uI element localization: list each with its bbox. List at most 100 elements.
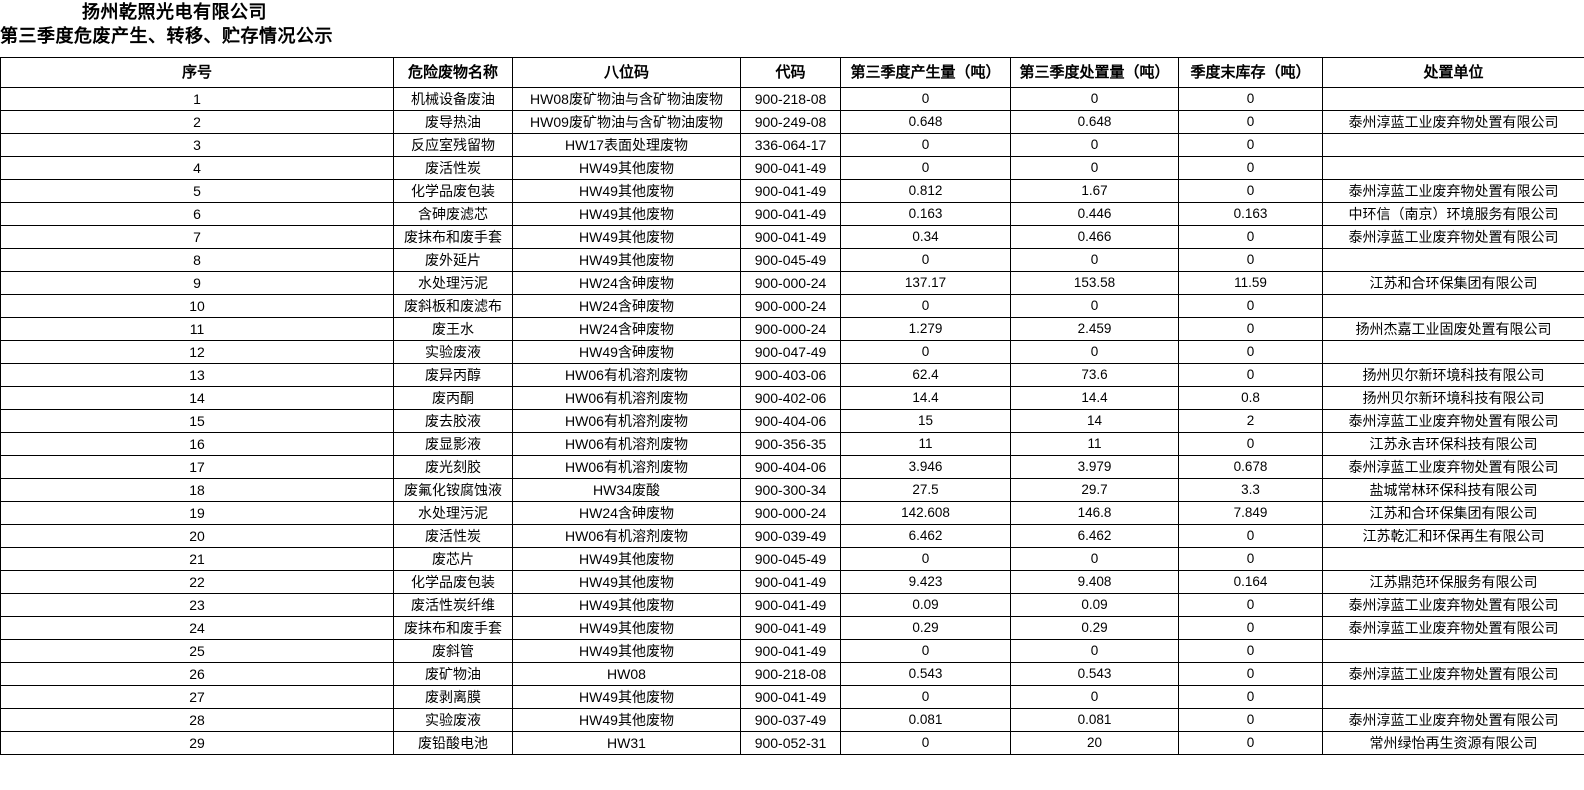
cell-q3-disposed: 0.446 [1010, 202, 1179, 226]
cell-waste-name: 废活性炭 [393, 156, 513, 180]
cell-q3-generated: 0 [840, 731, 1011, 755]
cell-eight-digit-code: HW34废酸 [512, 478, 741, 502]
cell-waste-name: 反应室残留物 [393, 133, 513, 157]
cell-code: 900-041-49 [740, 639, 841, 663]
cell-disposal-unit [1322, 639, 1584, 663]
cell-q3-generated: 1.279 [840, 317, 1011, 341]
column-header-end-inventory: 季度末库存（吨） [1178, 57, 1323, 88]
cell-waste-name: 废外延片 [393, 248, 513, 272]
cell-eight-digit-code: HW08 [512, 662, 741, 686]
cell-code: 900-041-49 [740, 202, 841, 226]
cell-q3-generated: 0.648 [840, 110, 1011, 134]
table-row: 9 水处理污泥 HW24含砷废物 900-000-24 137.17 153.58 11.5… [0, 271, 1584, 295]
cell-index: 26 [0, 662, 394, 686]
cell-disposal-unit [1322, 685, 1584, 709]
cell-q3-disposed: 0 [1010, 685, 1179, 709]
cell-q3-disposed: 73.6 [1010, 363, 1179, 387]
cell-q3-generated: 0 [840, 248, 1011, 272]
cell-disposal-unit [1322, 294, 1584, 318]
cell-index: 25 [0, 639, 394, 663]
cell-eight-digit-code: HW49其他废物 [512, 547, 741, 571]
cell-end-inventory: 0 [1178, 87, 1323, 111]
cell-disposal-unit: 泰州淳蓝工业废弃物处置有限公司 [1322, 616, 1584, 640]
cell-waste-name: 废活性炭纤维 [393, 593, 513, 617]
cell-q3-generated: 0 [840, 547, 1011, 571]
table-row: 23 废活性炭纤维 HW49其他废物 900-041-49 0.09 0.09 0 泰州淳蓝工… [0, 593, 1584, 617]
cell-code: 900-403-06 [740, 363, 841, 387]
column-header-index: 序号 [0, 57, 394, 88]
cell-q3-disposed: 153.58 [1010, 271, 1179, 295]
cell-end-inventory: 0.163 [1178, 202, 1323, 226]
cell-q3-disposed: 0.09 [1010, 593, 1179, 617]
cell-q3-disposed: 0 [1010, 87, 1179, 111]
cell-waste-name: 实验废液 [393, 708, 513, 732]
cell-eight-digit-code: HW24含砷废物 [512, 294, 741, 318]
table-row: 5 化学品废包装 HW49其他废物 900-041-49 0.812 1.67 0 泰州淳蓝工… [0, 179, 1584, 203]
table-row: 17 废光刻胶 HW06有机溶剂废物 900-404-06 3.946 3.979 0.67… [0, 455, 1584, 479]
cell-index: 5 [0, 179, 394, 203]
cell-code: 900-000-24 [740, 317, 841, 341]
table-row: 4 废活性炭 HW49其他废物 900-041-49 0 0 0 [0, 156, 1584, 180]
cell-index: 13 [0, 363, 394, 387]
cell-disposal-unit: 扬州贝尔新环境科技有限公司 [1322, 363, 1584, 387]
cell-q3-generated: 62.4 [840, 363, 1011, 387]
cell-code: 900-000-24 [740, 271, 841, 295]
cell-eight-digit-code: HW08废矿物油与含矿物油废物 [512, 87, 741, 111]
cell-eight-digit-code: HW49其他废物 [512, 248, 741, 272]
cell-waste-name: 废芯片 [393, 547, 513, 571]
cell-code: 900-045-49 [740, 547, 841, 571]
cell-code: 900-041-49 [740, 570, 841, 594]
table-row: 20 废活性炭 HW06有机溶剂废物 900-039-49 6.462 6.462 0 江苏乾… [0, 524, 1584, 548]
cell-index: 4 [0, 156, 394, 180]
table-row: 25 废斜管 HW49其他废物 900-041-49 0 0 0 [0, 639, 1584, 663]
column-header-code: 代码 [740, 57, 841, 88]
table-row: 6 含砷废滤芯 HW49其他废物 900-041-49 0.163 0.446 0.163 中… [0, 202, 1584, 226]
cell-disposal-unit: 泰州淳蓝工业废弃物处置有限公司 [1322, 225, 1584, 249]
table-row: 19 水处理污泥 HW24含砷废物 900-000-24 142.608 146.8 7.8… [0, 501, 1584, 525]
cell-waste-name: 化学品废包装 [393, 179, 513, 203]
cell-waste-name: 机械设备废油 [393, 87, 513, 111]
cell-disposal-unit [1322, 156, 1584, 180]
cell-q3-generated: 0.081 [840, 708, 1011, 732]
cell-q3-generated: 0 [840, 639, 1011, 663]
cell-disposal-unit: 江苏和合环保集团有限公司 [1322, 501, 1584, 525]
cell-disposal-unit: 江苏乾汇和环保再生有限公司 [1322, 524, 1584, 548]
cell-waste-name: 废异丙醇 [393, 363, 513, 387]
cell-end-inventory: 0 [1178, 340, 1323, 364]
cell-q3-disposed: 0.543 [1010, 662, 1179, 686]
cell-end-inventory: 0 [1178, 524, 1323, 548]
cell-waste-name: 废显影液 [393, 432, 513, 456]
cell-disposal-unit: 中环信（南京）环境服务有限公司 [1322, 202, 1584, 226]
cell-waste-name: 水处理污泥 [393, 501, 513, 525]
table-row: 12 实验废液 HW49含砷废物 900-047-49 0 0 0 [0, 340, 1584, 364]
cell-eight-digit-code: HW49其他废物 [512, 570, 741, 594]
cell-index: 12 [0, 340, 394, 364]
cell-waste-name: 废去胶液 [393, 409, 513, 433]
column-header-eight-digit-code: 八位码 [512, 57, 741, 88]
cell-end-inventory: 0 [1178, 179, 1323, 203]
cell-end-inventory: 0 [1178, 639, 1323, 663]
cell-index: 3 [0, 133, 394, 157]
cell-waste-name: 实验废液 [393, 340, 513, 364]
cell-code: 900-052-31 [740, 731, 841, 755]
cell-code: 900-041-49 [740, 179, 841, 203]
cell-end-inventory: 0 [1178, 547, 1323, 571]
cell-q3-generated: 11 [840, 432, 1011, 456]
cell-q3-disposed: 14 [1010, 409, 1179, 433]
cell-disposal-unit: 扬州杰嘉工业固废处置有限公司 [1322, 317, 1584, 341]
table-row: 29 废铅酸电池 HW31 900-052-31 0 20 0 常州绿怡再生资源有限公司 [0, 731, 1584, 755]
cell-disposal-unit: 泰州淳蓝工业废弃物处置有限公司 [1322, 662, 1584, 686]
cell-index: 22 [0, 570, 394, 594]
cell-end-inventory: 0.164 [1178, 570, 1323, 594]
cell-index: 17 [0, 455, 394, 479]
cell-q3-disposed: 0 [1010, 340, 1179, 364]
cell-eight-digit-code: HW24含砷废物 [512, 317, 741, 341]
cell-code: 900-041-49 [740, 156, 841, 180]
cell-q3-generated: 0.543 [840, 662, 1011, 686]
cell-index: 15 [0, 409, 394, 433]
cell-disposal-unit [1322, 248, 1584, 272]
cell-q3-disposed: 0 [1010, 294, 1179, 318]
column-header-q3-generated: 第三季度产生量（吨） [840, 57, 1011, 88]
cell-end-inventory: 0.678 [1178, 455, 1323, 479]
cell-waste-name: 废抹布和废手套 [393, 616, 513, 640]
